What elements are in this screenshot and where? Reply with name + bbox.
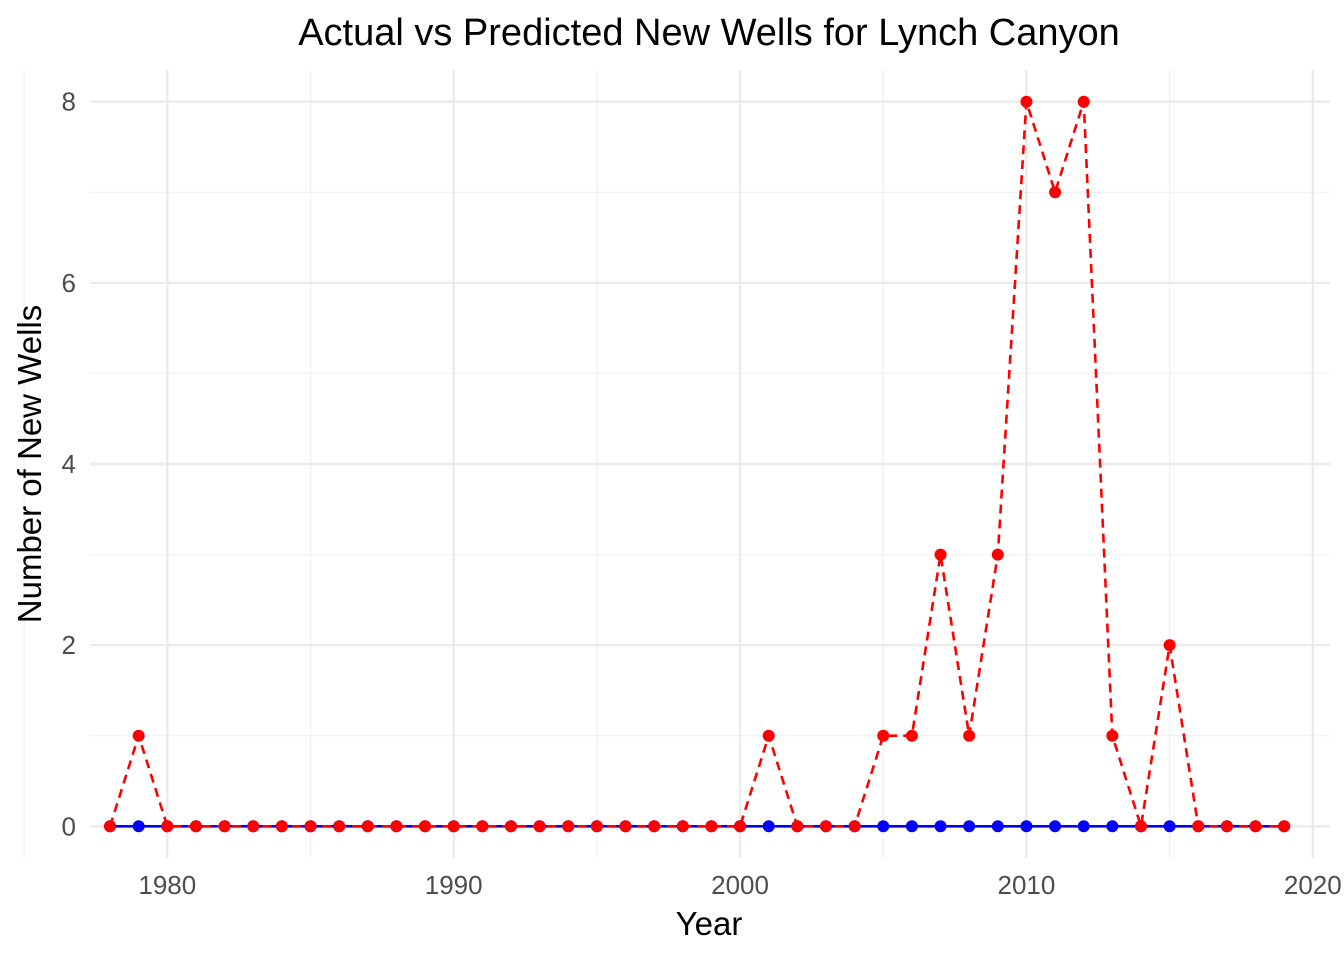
- series-point-2: [504, 820, 517, 833]
- series-point-1: [991, 820, 1004, 833]
- series-point-2: [1077, 95, 1090, 108]
- series-point-2: [877, 729, 890, 742]
- series-point-2: [590, 820, 603, 833]
- series-point-1: [1049, 820, 1062, 833]
- series-point-1: [905, 820, 918, 833]
- series-point-2: [132, 729, 145, 742]
- series-point-2: [905, 729, 918, 742]
- grid-layer: [23, 70, 1330, 858]
- series-point-2: [762, 729, 775, 742]
- series-point-2: [848, 820, 861, 833]
- series-point-1: [963, 820, 976, 833]
- series-point-1: [934, 820, 947, 833]
- x-tick-label: 2020: [1284, 870, 1342, 900]
- series-point-2: [218, 820, 231, 833]
- series-point-2: [304, 820, 317, 833]
- series-point-2: [1163, 639, 1176, 652]
- series-point-2: [1278, 820, 1291, 833]
- y-axis-title: Number of New Wells: [11, 305, 48, 623]
- tick-labels: 1980 1990 2000 2010 2020 0 2 4 6 8: [62, 87, 1342, 900]
- series-point-2: [476, 820, 489, 833]
- series-point-2: [963, 729, 976, 742]
- chart-title: Actual vs Predicted New Wells for Lynch …: [298, 12, 1120, 54]
- series-point-2: [648, 820, 661, 833]
- y-tick-label: 2: [62, 630, 76, 660]
- y-tick-label: 8: [62, 87, 76, 117]
- series-point-2: [791, 820, 804, 833]
- series-point-1: [1020, 820, 1033, 833]
- series-point-1: [762, 820, 775, 833]
- series-line-2: [108, 100, 1285, 828]
- series-point-2: [189, 820, 202, 833]
- series-point-2: [533, 820, 546, 833]
- series-point-1: [1077, 820, 1090, 833]
- x-axis-title: Year: [676, 905, 743, 942]
- x-tick-label: 1980: [138, 870, 196, 900]
- series-point-1: [877, 820, 890, 833]
- series-point-2: [991, 548, 1004, 561]
- x-tick-label: 1990: [425, 870, 483, 900]
- series-point-2: [333, 820, 346, 833]
- series-point-2: [1192, 820, 1205, 833]
- series-point-2: [562, 820, 575, 833]
- series-point-2: [1106, 729, 1119, 742]
- series-point-1: [132, 820, 145, 833]
- series-point-2: [819, 820, 832, 833]
- series-point-2: [247, 820, 260, 833]
- series-point-2: [447, 820, 460, 833]
- series-point-2: [619, 820, 632, 833]
- x-tick-label: 2010: [998, 870, 1056, 900]
- series-point-2: [1049, 186, 1062, 199]
- series-point-2: [161, 820, 174, 833]
- series-point-1: [1163, 820, 1176, 833]
- series-point-2: [705, 820, 718, 833]
- series-point-1: [1106, 820, 1119, 833]
- series-point-2: [934, 548, 947, 561]
- series-point-2: [104, 820, 117, 833]
- y-tick-label: 6: [62, 268, 76, 298]
- series-point-2: [419, 820, 432, 833]
- series-point-2: [1134, 820, 1147, 833]
- series-point-2: [734, 820, 747, 833]
- series-point-2: [361, 820, 374, 833]
- y-tick-label: 4: [62, 449, 76, 479]
- series-layer: [104, 95, 1291, 833]
- series-point-2: [1249, 820, 1262, 833]
- series-point-2: [1220, 820, 1233, 833]
- series-point-2: [1020, 95, 1033, 108]
- series-point-2: [390, 820, 403, 833]
- x-tick-label: 2000: [711, 870, 769, 900]
- series-point-2: [275, 820, 288, 833]
- y-tick-label: 0: [62, 811, 76, 841]
- series-point-2: [676, 820, 689, 833]
